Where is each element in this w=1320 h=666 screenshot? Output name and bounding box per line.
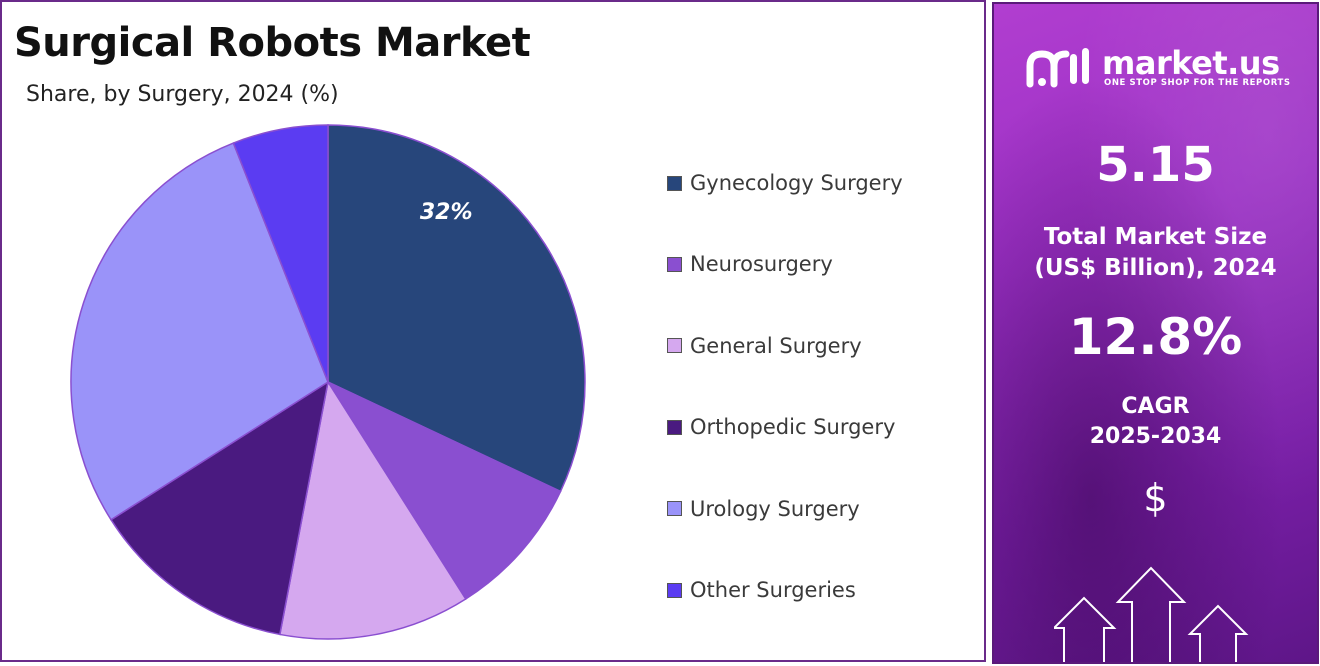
legend-label: Gynecology Surgery bbox=[690, 171, 903, 195]
background-photo-overlay bbox=[994, 4, 1317, 662]
data-label-gynecology-surgery: 32% bbox=[420, 200, 473, 225]
legend-label: Neurosurgery bbox=[690, 252, 833, 277]
dollar-icon: $ bbox=[1143, 476, 1168, 520]
chart-panel: Surgical Robots Market Share, by Surgery… bbox=[0, 0, 986, 662]
cagr-label-line1: CAGR bbox=[1121, 394, 1190, 419]
chart-title: Surgical Robots Market bbox=[14, 20, 531, 66]
legend-swatch bbox=[667, 501, 682, 517]
pie-slice-other-surgeries bbox=[232, 124, 329, 383]
legend-item-urology-surgery: Urology Surgery bbox=[667, 494, 860, 524]
legend-label: Other Surgeries bbox=[690, 578, 856, 602]
cagr-value: 12.8% bbox=[1068, 308, 1243, 366]
pie-slice-gynecology-surgery bbox=[327, 124, 586, 493]
legend-item-orthopedic-surgery: Orthopedic Surgery bbox=[667, 412, 895, 442]
pie-slice-neurosurgery bbox=[325, 380, 562, 601]
legend-label: Orthopedic Surgery bbox=[690, 415, 896, 440]
legend-item-neurosurgery: Neurosurgery bbox=[667, 249, 833, 279]
brand-logo[interactable]: market.us ONE STOP SHOP FOR THE REPORTS bbox=[1024, 44, 1294, 94]
legend-item-other-surgeries: Other Surgeries bbox=[667, 575, 856, 605]
legend-swatch bbox=[667, 256, 682, 272]
pie-slice-general-surgery bbox=[278, 379, 467, 640]
market-size-label-line1: Total Market Size bbox=[1043, 224, 1268, 250]
market-size-value: 5.15 bbox=[1096, 137, 1215, 193]
market-us-logo-icon bbox=[1026, 48, 1089, 88]
market-size-label-line2: (US$ Billion), 2024 bbox=[1034, 255, 1277, 281]
chart-subtitle: Share, by Surgery, 2024 (%) bbox=[26, 82, 339, 107]
cagr-label-line2: 2025-2034 bbox=[1089, 424, 1222, 449]
legend-item-gynecology-surgery: Gynecology Surgery bbox=[667, 168, 903, 198]
cagr-label: CAGR 2025-2034 bbox=[994, 392, 1317, 452]
pie-slice-orthopedic-surgery bbox=[109, 380, 330, 636]
legend-label: Urology Surgery bbox=[690, 496, 860, 521]
summary-panel: market.us ONE STOP SHOP FOR THE REPORTS … bbox=[992, 2, 1319, 664]
legend-item-general-surgery: General Surgery bbox=[667, 331, 862, 361]
legend-label: General Surgery bbox=[690, 333, 862, 358]
legend-swatch bbox=[667, 175, 682, 191]
legend-swatch bbox=[667, 419, 682, 435]
growth-arrows-icon bbox=[1054, 566, 1249, 662]
pie-slice-urology-surgery bbox=[70, 142, 329, 521]
brand-tagline: ONE STOP SHOP FOR THE REPORTS bbox=[1104, 78, 1291, 88]
legend-swatch bbox=[667, 338, 682, 354]
legend-swatch bbox=[667, 582, 682, 598]
pie-chart: 32% bbox=[70, 124, 586, 640]
brand-name: market.us bbox=[1102, 44, 1280, 82]
market-size-label: Total Market Size (US$ Billion), 2024 bbox=[994, 222, 1317, 284]
